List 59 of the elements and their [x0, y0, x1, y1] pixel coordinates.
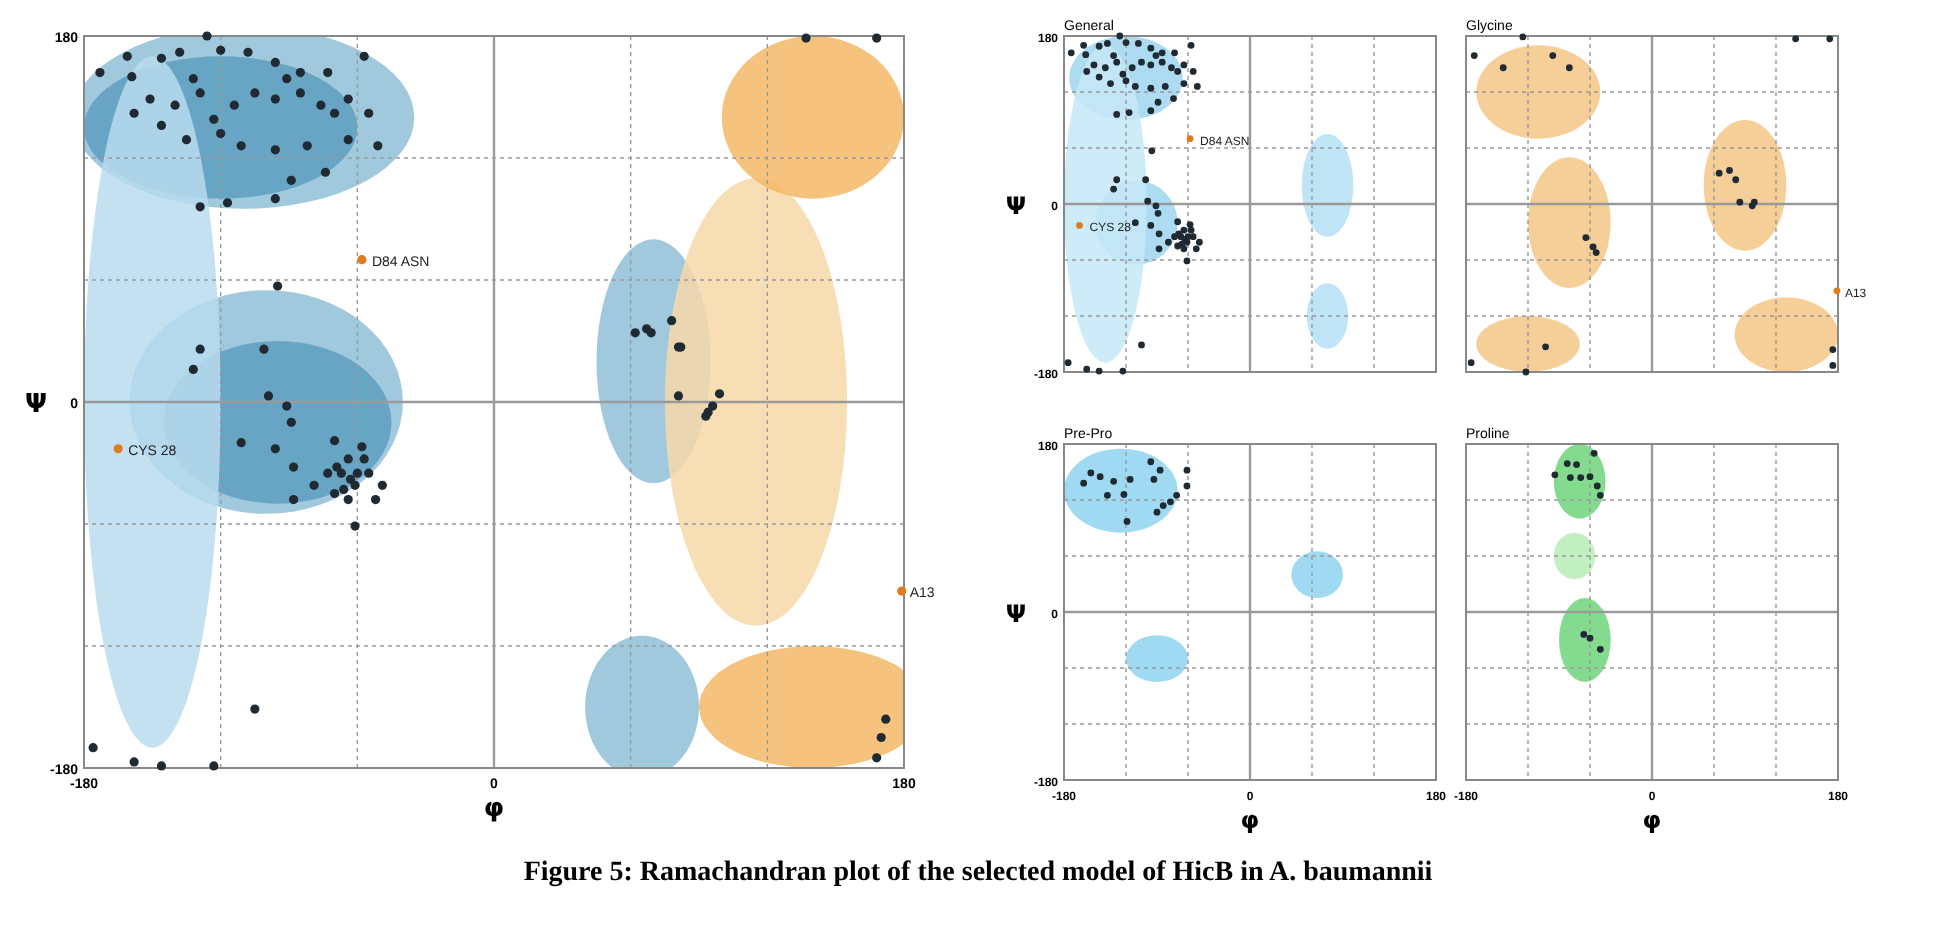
point [1467, 359, 1475, 367]
point [1829, 362, 1837, 369]
point [1829, 346, 1837, 353]
point [1153, 508, 1161, 516]
point [1586, 473, 1594, 481]
point [1173, 491, 1181, 499]
point [1792, 35, 1800, 43]
point [1159, 502, 1167, 509]
y-axis-title: Ψ [1005, 600, 1027, 628]
point [1596, 491, 1604, 499]
point [1126, 476, 1134, 483]
point [1586, 634, 1594, 642]
point [357, 255, 367, 265]
point [1566, 474, 1574, 481]
point [1590, 449, 1598, 457]
point [1582, 234, 1590, 241]
y-axis-title: Ψ [24, 390, 48, 420]
point [1715, 169, 1723, 177]
point [1580, 631, 1588, 638]
y-axis-title: Ψ [1005, 192, 1027, 220]
point [1565, 64, 1573, 72]
point [1833, 287, 1841, 295]
point [1593, 482, 1601, 490]
point [1087, 469, 1095, 477]
point [1110, 477, 1117, 485]
point [1551, 471, 1559, 479]
point [1549, 52, 1557, 59]
caption: Figure 5: Ramachandran plot of the selected model of HicB in A. baumannii [523, 858, 1433, 888]
point [1589, 243, 1597, 251]
point [1499, 64, 1507, 72]
x-axis-title: φ [1642, 806, 1662, 834]
x-axis-title: φ [1240, 806, 1260, 834]
point [1519, 33, 1527, 41]
point [1123, 518, 1131, 525]
point [1080, 479, 1088, 487]
point [1577, 474, 1585, 481]
point [113, 444, 123, 454]
point [1573, 461, 1580, 468]
point [1470, 52, 1478, 59]
point [1096, 473, 1104, 481]
point [1596, 645, 1604, 653]
x-axis-title: φ [483, 794, 505, 824]
point [1732, 176, 1740, 184]
point [1183, 466, 1191, 474]
point [1120, 491, 1128, 498]
point [1167, 498, 1174, 506]
point [1563, 460, 1571, 467]
point [1150, 476, 1158, 483]
point [1736, 198, 1744, 206]
point [897, 586, 907, 596]
point [1156, 466, 1164, 474]
point [1104, 491, 1111, 499]
point [1147, 458, 1155, 466]
point [1826, 35, 1834, 43]
point [1592, 249, 1600, 256]
point [1522, 368, 1530, 376]
point [1542, 343, 1549, 351]
point [1183, 482, 1191, 490]
point [1726, 167, 1733, 174]
